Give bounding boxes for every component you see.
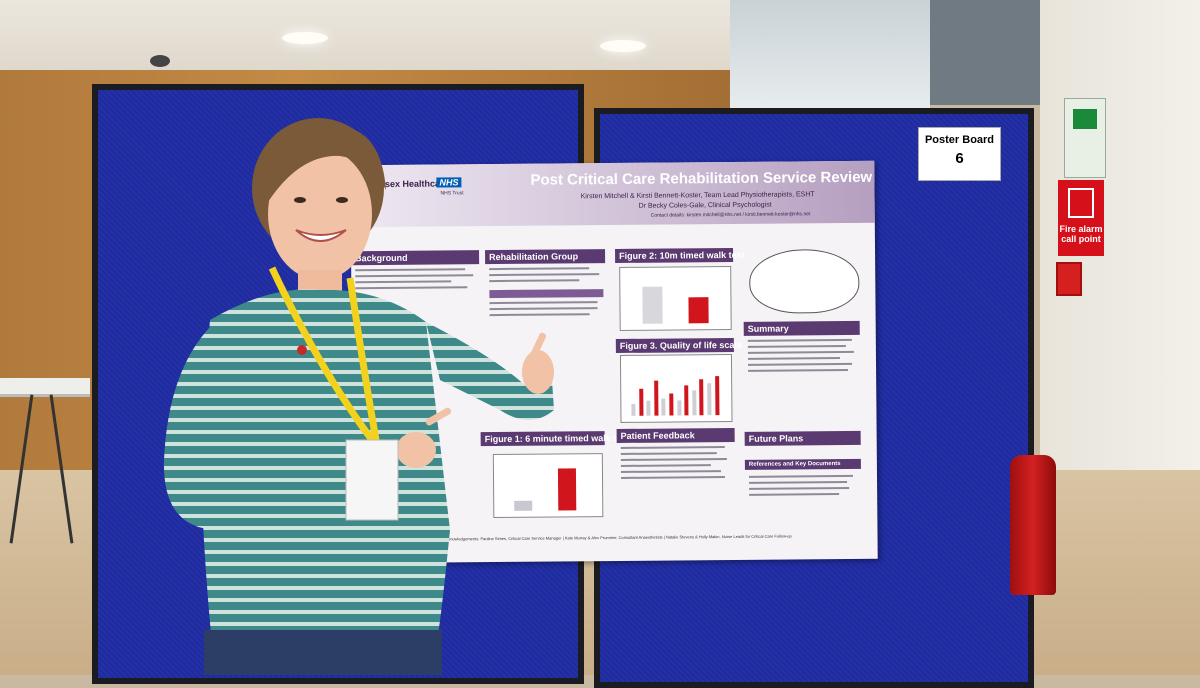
poster-board-sign: Poster Board 6 [918,127,1001,181]
figure2-plot [642,273,712,324]
security-camera [150,55,170,67]
ceiling-light [282,32,328,44]
fire-exit-sign [1064,98,1106,178]
figure3-plot [631,365,723,416]
pin-badge [297,345,307,355]
chart-bar [714,376,720,416]
summary-text [747,338,858,376]
window-glass [930,0,1050,105]
hair-fringe [258,127,386,202]
window [730,0,930,110]
side-table [0,378,90,397]
face [268,148,372,280]
hand-right [522,350,554,394]
figure3-chart [619,353,733,423]
chart-bar [699,379,704,416]
fire-alarm-text: Fire alarm call point [1059,224,1103,244]
eye-left [294,197,306,203]
ceiling-light [600,40,646,52]
chart-bar [707,382,712,416]
hand-left [396,432,436,468]
smile [295,229,347,242]
fire-extinguisher [1010,455,1056,595]
poster-board-label: Poster Board [924,134,995,146]
section-figure2-heading: Figure 2: 10m timed walk test [615,247,745,263]
arm-right [426,322,554,420]
eye-right [336,197,348,203]
section-future-plans-heading: Future Plans [744,430,861,446]
fire-alarm-sign: Fire alarm call point [1058,180,1104,256]
chart-bar [688,297,709,324]
lanyard-left [268,266,375,443]
section-summary-heading: Summary [743,320,860,336]
presenter [163,118,554,675]
lanyard-right [346,277,380,441]
section-figure3-heading: Figure 3. Quality of life scale [615,337,742,353]
exit-icon [1073,109,1097,129]
chart-bar [631,403,636,416]
speech-cloud [749,248,860,314]
chart-bar [684,385,689,416]
chart-bar [642,286,663,324]
section-patient-feedback-heading: Patient Feedback [616,427,735,443]
references-text [748,474,859,500]
chart-bar [638,388,644,416]
chart-bar [661,398,666,416]
hand-alarm-icon [1068,188,1094,218]
ceiling [0,0,800,80]
patient-feedback-text [620,446,731,483]
jeans [204,630,442,675]
figure2-chart [619,265,732,331]
poster-authors-psychologist: Dr Becky Coles-Gale, Clinical Psychologi… [638,201,772,210]
id-badge [345,439,399,521]
poster-title: Post Critical Care Rehabilitation Servic… [530,168,873,189]
chart-bar [669,392,674,416]
finger-pointing-up [529,332,547,361]
fire-alarm-call-point [1056,262,1082,296]
chart-bar [692,390,697,416]
finger-pointing [425,407,452,426]
poster-board-number: 6 [955,150,964,167]
chart-bar [646,400,651,416]
chart-bar [676,400,682,416]
chart-bar [653,380,659,416]
section-references-heading: References and Key Documents [744,458,861,470]
